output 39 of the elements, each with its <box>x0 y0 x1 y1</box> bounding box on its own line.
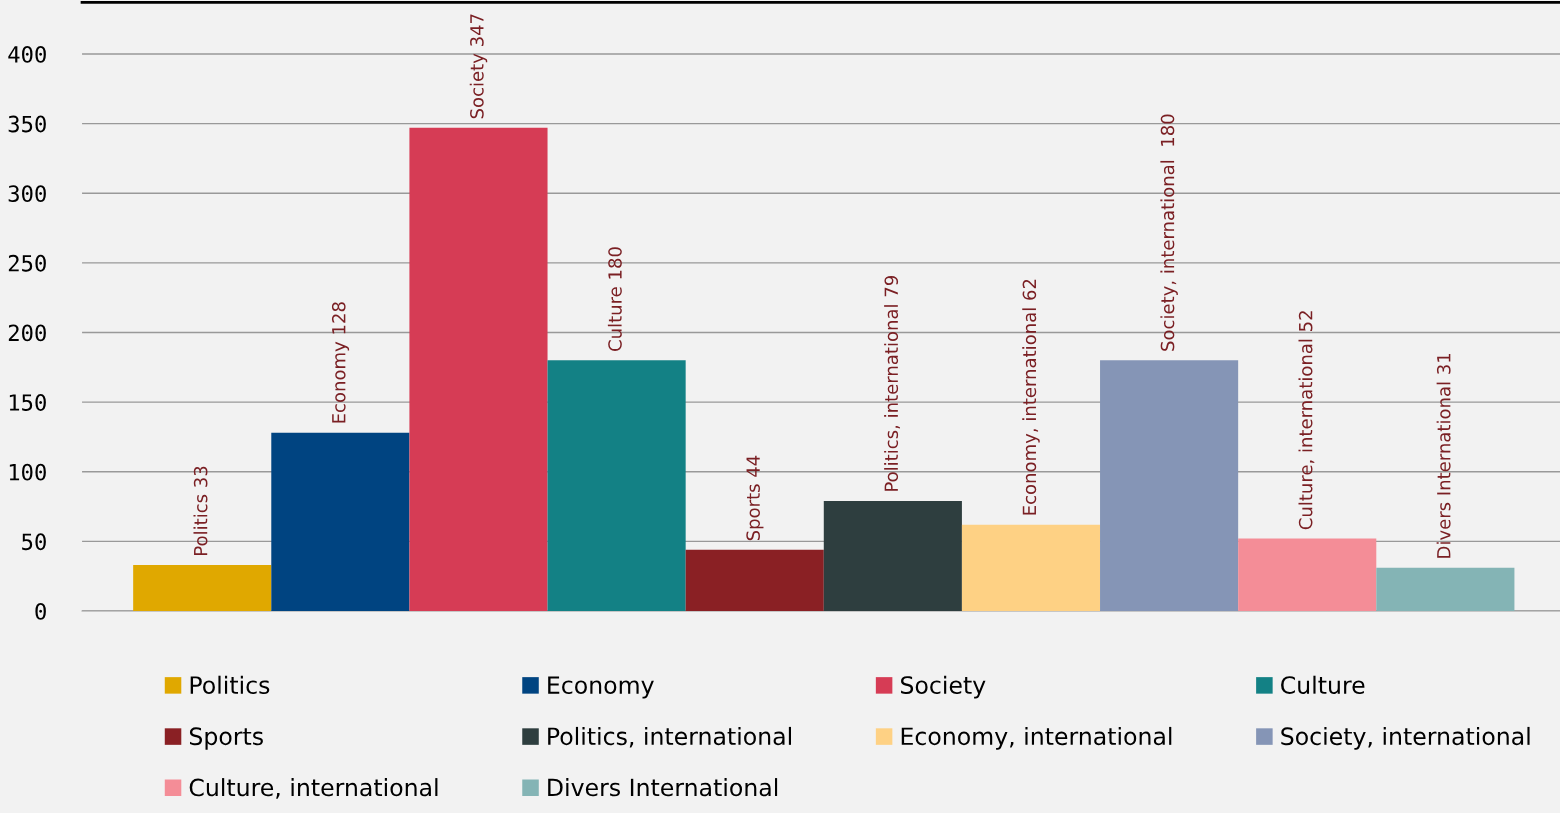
bar <box>1376 567 1515 611</box>
bar <box>1100 360 1239 611</box>
bar <box>961 524 1101 611</box>
bar <box>685 549 824 611</box>
legend-label: Politics, international <box>548 726 791 748</box>
y-tick-label: 100 <box>9 463 46 481</box>
y-tick-label: 150 <box>9 394 46 411</box>
data-label: Society, international 180 <box>1160 114 1178 351</box>
legend-label: Culture, international <box>189 778 438 799</box>
legend-label: Divers International <box>548 778 778 797</box>
y-tick-label: 0 <box>35 602 46 620</box>
data-label: Economy, international 62 <box>1022 279 1040 515</box>
bar <box>133 565 272 611</box>
data-label: Divers International 31 <box>1436 353 1451 558</box>
bar <box>271 432 410 611</box>
y-tick-label: 300 <box>8 185 46 203</box>
data-label: Culture, international 52 <box>1298 311 1315 530</box>
legend-label: Economy, international <box>901 726 1172 750</box>
legend-label: Politics <box>190 675 270 694</box>
y-tick-label: 50 <box>22 533 46 551</box>
legend-label: Society, international <box>1281 726 1530 750</box>
data-label: Society 347 <box>469 14 488 119</box>
legend-label: Society <box>901 675 986 699</box>
data-label: Economy 128 <box>331 302 350 423</box>
y-tick-label: 400 <box>8 45 46 63</box>
data-label: Culture 180 <box>607 247 622 351</box>
y-tick-label: 200 <box>8 324 46 342</box>
bar <box>409 127 548 611</box>
bar <box>547 360 686 611</box>
data-label: Sports 44 <box>746 455 764 541</box>
y-tick-label: 250 <box>8 254 46 272</box>
legend-label: Culture <box>1281 675 1365 694</box>
bar <box>1238 538 1377 611</box>
bar <box>823 500 962 611</box>
y-tick-label: 350 <box>8 115 46 133</box>
data-label: Politics 33 <box>193 466 208 555</box>
legend-label: Sports <box>189 727 263 750</box>
legend-label: Economy <box>548 676 654 699</box>
data-label: Politics, international 79 <box>884 276 900 491</box>
